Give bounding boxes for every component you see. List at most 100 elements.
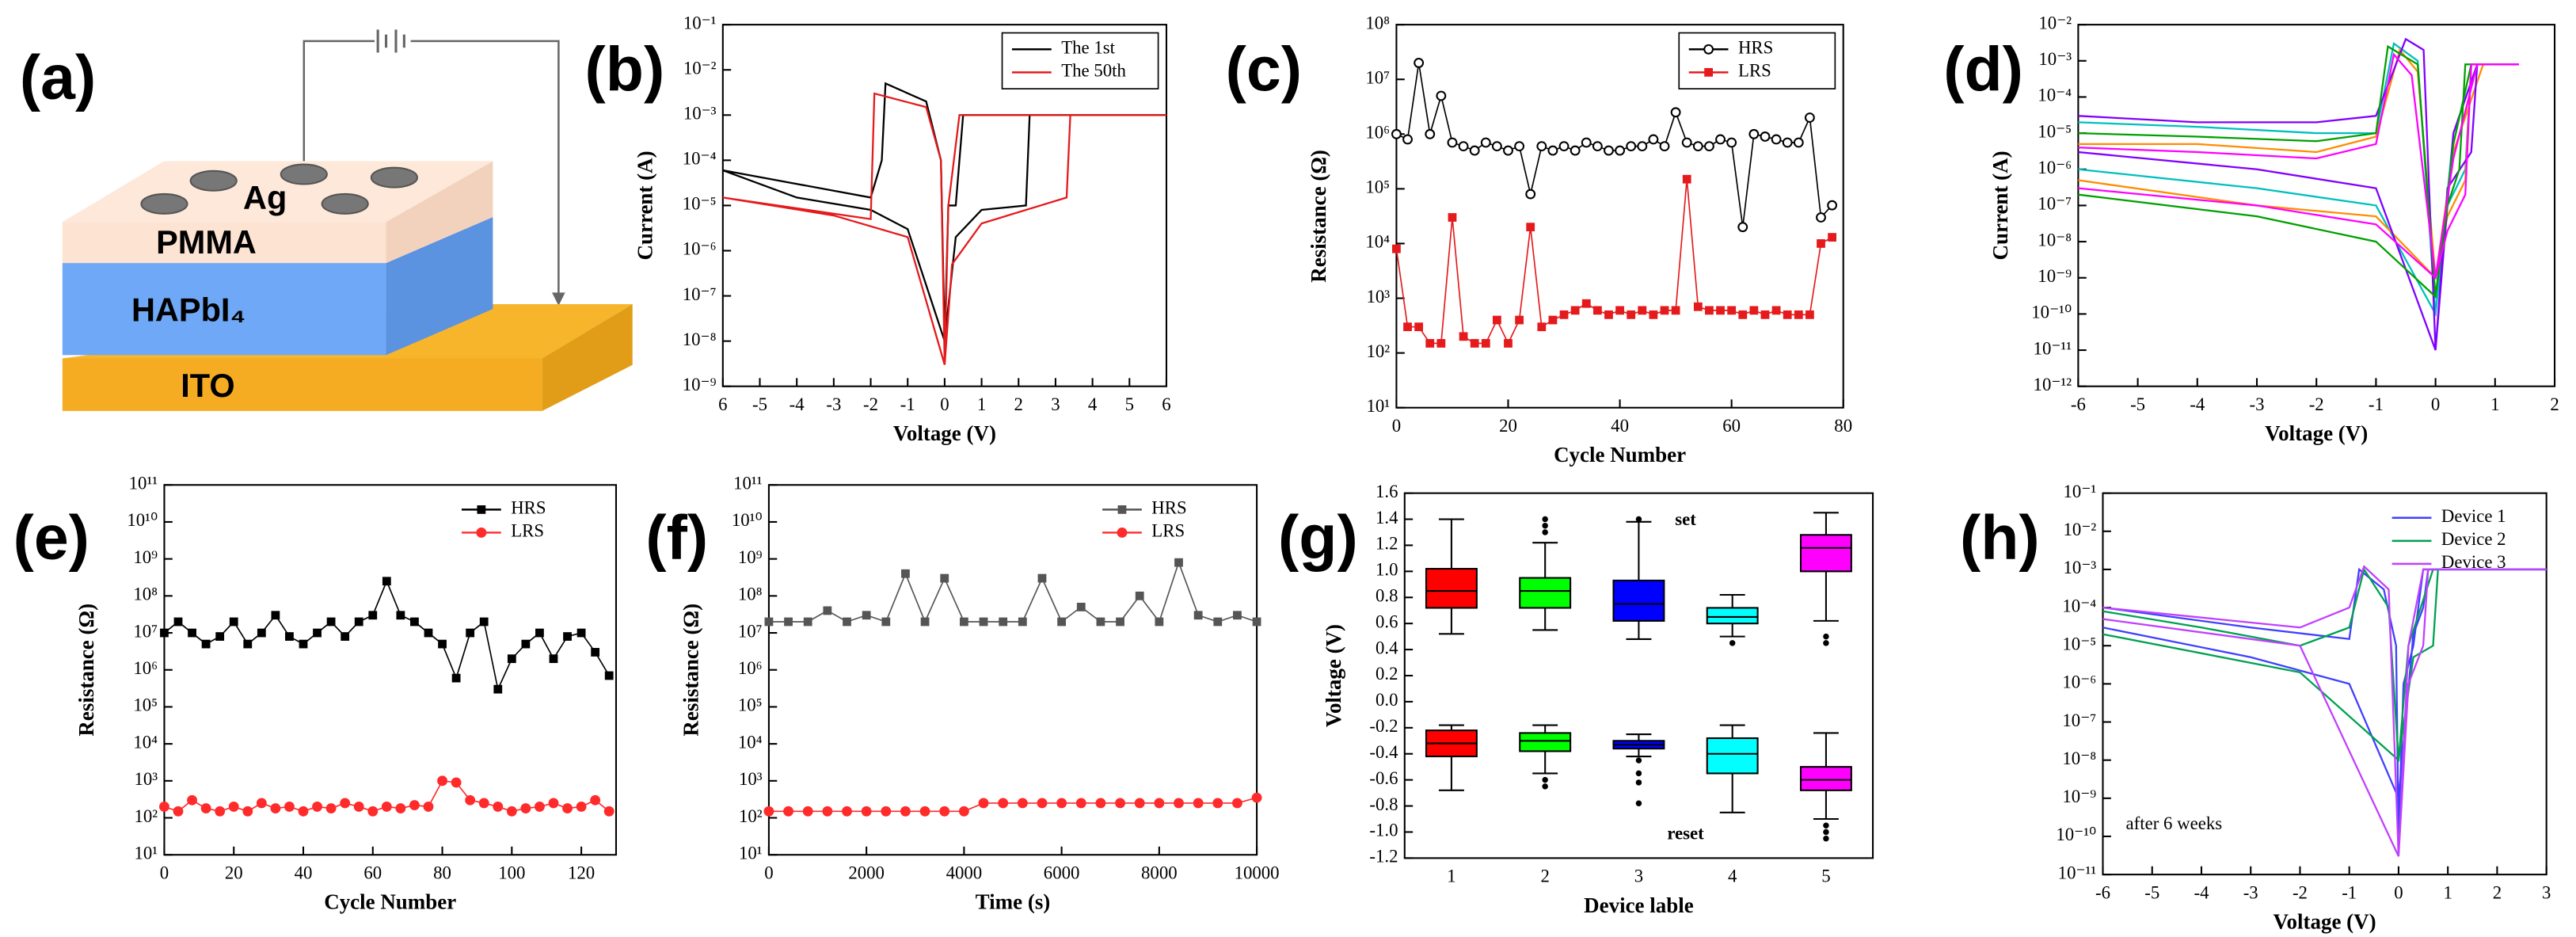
x-tick-label: 40 <box>1611 416 1629 436</box>
legend-label: LRS <box>1151 521 1185 541</box>
layer-label: HAPbI₄ <box>131 291 245 328</box>
x-tick-label: 6 <box>1162 394 1170 414</box>
marker <box>1503 145 1513 156</box>
y-tick-label: 10¹¹ <box>733 473 763 493</box>
marker <box>1638 306 1647 315</box>
marker <box>1817 239 1825 248</box>
marker <box>506 806 517 817</box>
y-tick-label: 10⁹ <box>738 547 763 567</box>
y-tick-label: 10⁸ <box>1365 13 1390 32</box>
marker <box>1174 558 1183 567</box>
marker <box>1134 798 1145 809</box>
y-tick-label: 10⁻¹² <box>2034 375 2072 394</box>
marker <box>493 684 503 694</box>
outlier <box>1542 529 1548 535</box>
marker <box>1771 306 1781 315</box>
y-tick-label: 10⁴ <box>1365 232 1390 252</box>
marker <box>1193 798 1204 809</box>
y-tick-label: 10⁻³ <box>2038 49 2072 69</box>
y-tick-label: 10⁶ <box>1365 123 1390 143</box>
wire <box>410 40 560 296</box>
x-tick-label: 3 <box>1634 867 1643 886</box>
marker <box>1693 302 1703 311</box>
marker <box>1536 141 1547 152</box>
y-tick-label: -1.0 <box>1369 821 1398 840</box>
marker <box>1738 310 1748 319</box>
x-tick-label: 2 <box>2493 882 2502 902</box>
y-tick-label: 10⁻⁹ <box>2038 266 2072 286</box>
y-axis-label: Resistance (Ω) <box>74 604 98 737</box>
legend-label: Device 2 <box>2441 529 2506 549</box>
y-tick-label: 10⁻⁹ <box>683 375 717 394</box>
y-tick-label: 1.6 <box>1376 482 1398 501</box>
box <box>1706 737 1759 775</box>
marker <box>1748 128 1760 139</box>
marker <box>604 671 614 680</box>
x-tick-label: 60 <box>1722 416 1741 436</box>
pmma-side <box>386 161 493 264</box>
outlier <box>1823 640 1829 646</box>
y-tick-label: 0.4 <box>1376 638 1398 657</box>
marker <box>160 628 169 638</box>
marker <box>1727 306 1737 315</box>
marker <box>424 628 433 638</box>
y-tick-label: 10⁻³ <box>683 104 717 124</box>
marker <box>1671 306 1680 315</box>
y-tick-label: 10⁻⁶ <box>2038 158 2072 177</box>
marker <box>783 806 793 817</box>
marker <box>1547 145 1558 156</box>
x-tick-label: 2 <box>2550 394 2559 414</box>
x-tick-label: 3 <box>2542 882 2551 902</box>
x-tick-label: 2 <box>1540 867 1549 886</box>
marker <box>1251 792 1262 803</box>
ito-front <box>62 358 542 411</box>
marker <box>1480 137 1491 148</box>
marker <box>382 577 391 586</box>
marker <box>1037 573 1047 583</box>
marker <box>549 654 558 664</box>
y-tick-label: 10² <box>1366 341 1390 361</box>
marker <box>479 617 489 627</box>
marker <box>576 802 587 812</box>
y-tick-label: 10⁻⁸ <box>2062 748 2096 768</box>
y-tick-label: 10³ <box>1366 287 1390 307</box>
y-tick-label: 10⁻⁵ <box>683 194 717 214</box>
y-tick-label: 10⁶ <box>738 658 763 678</box>
marker <box>1213 617 1223 627</box>
y-tick-label: 10⁷ <box>133 621 158 641</box>
legend-label: Device 3 <box>2441 552 2506 572</box>
marker <box>1660 306 1669 315</box>
marker <box>535 628 544 638</box>
y-tick-label: 10⁻¹⁰ <box>2031 303 2072 322</box>
series-line <box>2102 567 2547 837</box>
marker <box>284 802 295 812</box>
marker <box>1559 310 1569 319</box>
plot-frame <box>1395 24 1844 409</box>
marker <box>998 798 1009 809</box>
marker <box>1492 315 1501 325</box>
annotation: set <box>1675 509 1696 529</box>
y-tick-label: 10⁻⁴ <box>683 149 717 169</box>
marker <box>507 654 516 664</box>
marker <box>1117 528 1128 538</box>
y-tick-label: 0.6 <box>1376 611 1398 631</box>
y-tick-label: 10⁷ <box>1365 67 1390 87</box>
marker <box>881 806 892 817</box>
layer-label: Ag <box>243 179 287 216</box>
marker <box>1716 306 1725 315</box>
marker <box>999 617 1008 627</box>
panel-label: (g) <box>1278 503 1358 573</box>
outlier <box>1823 633 1829 640</box>
y-tick-label: 10⁻⁷ <box>683 284 717 304</box>
series-line <box>2078 48 2513 280</box>
y-tick-label: 10¹⁰ <box>127 510 158 530</box>
outlier <box>1542 516 1548 523</box>
marker <box>1491 141 1502 152</box>
annotation: reset <box>1667 824 1704 844</box>
marker <box>451 673 461 683</box>
x-tick-label: 1 <box>2490 394 2499 414</box>
marker <box>299 639 308 649</box>
marker <box>1402 134 1413 145</box>
y-tick-label: 10⁻⁷ <box>2062 710 2096 730</box>
marker <box>1076 603 1086 611</box>
